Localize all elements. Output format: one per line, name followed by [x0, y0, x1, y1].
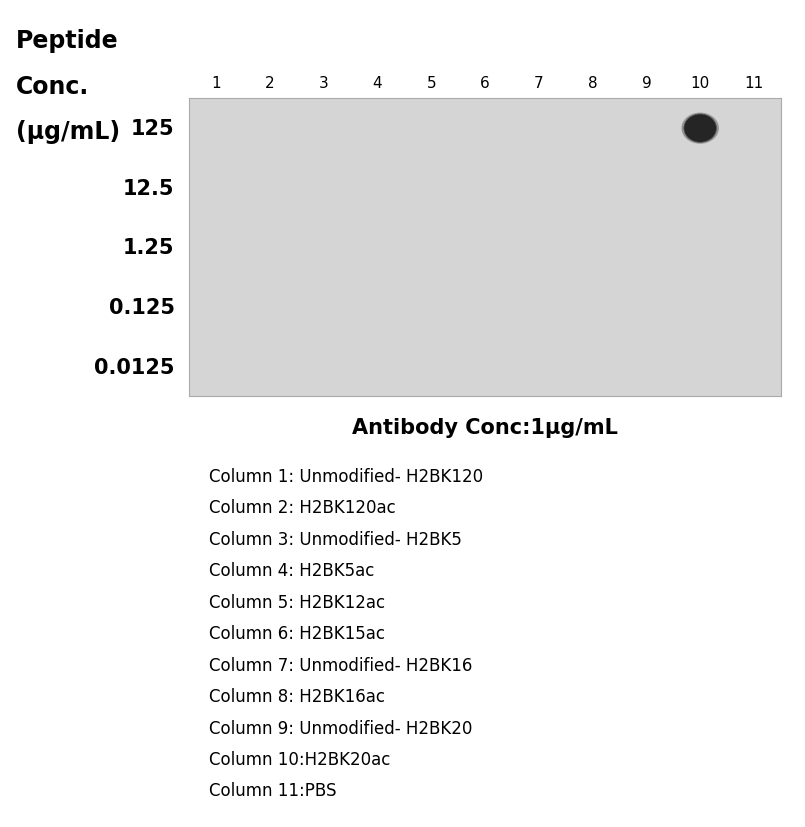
Text: 6: 6: [480, 76, 490, 91]
Text: Column 9: Unmodified- H2BK20: Column 9: Unmodified- H2BK20: [209, 719, 473, 737]
Text: 5: 5: [427, 76, 436, 91]
Text: Conc.: Conc.: [16, 74, 89, 98]
Text: Antibody Conc:1μg/mL: Antibody Conc:1μg/mL: [352, 418, 618, 437]
Text: 8: 8: [588, 76, 597, 91]
Ellipse shape: [684, 115, 716, 143]
Text: 125: 125: [131, 119, 175, 139]
Text: Column 6: H2BK15ac: Column 6: H2BK15ac: [209, 624, 386, 643]
Text: 7: 7: [534, 76, 543, 91]
Text: 1.25: 1.25: [123, 238, 175, 258]
Text: Column 3: Unmodified- H2BK5: Column 3: Unmodified- H2BK5: [209, 530, 462, 548]
Text: 1: 1: [211, 76, 221, 91]
Text: Peptide: Peptide: [16, 29, 118, 53]
Text: Column 4: H2BK5ac: Column 4: H2BK5ac: [209, 562, 374, 580]
Text: Column 2: H2BK120ac: Column 2: H2BK120ac: [209, 499, 396, 517]
Text: (μg/mL): (μg/mL): [16, 120, 120, 144]
Text: 0.125: 0.125: [109, 298, 175, 318]
Text: Column 8: H2BK16ac: Column 8: H2BK16ac: [209, 687, 386, 705]
Text: Column 1: Unmodified- H2BK120: Column 1: Unmodified- H2BK120: [209, 467, 484, 485]
Ellipse shape: [682, 113, 719, 145]
Text: 4: 4: [373, 76, 382, 91]
Text: 9: 9: [642, 76, 651, 91]
Text: Column 5: H2BK12ac: Column 5: H2BK12ac: [209, 593, 386, 611]
Text: 0.0125: 0.0125: [94, 357, 175, 377]
Text: 12.5: 12.5: [123, 179, 175, 198]
Text: 2: 2: [265, 76, 275, 91]
Text: 3: 3: [319, 76, 328, 91]
Text: Column 10:H2BK20ac: Column 10:H2BK20ac: [209, 750, 390, 768]
Text: Column 7: Unmodified- H2BK16: Column 7: Unmodified- H2BK16: [209, 656, 473, 674]
Text: Column 11:PBS: Column 11:PBS: [209, 782, 336, 800]
Text: 11: 11: [745, 76, 764, 91]
Text: 10: 10: [691, 76, 710, 91]
